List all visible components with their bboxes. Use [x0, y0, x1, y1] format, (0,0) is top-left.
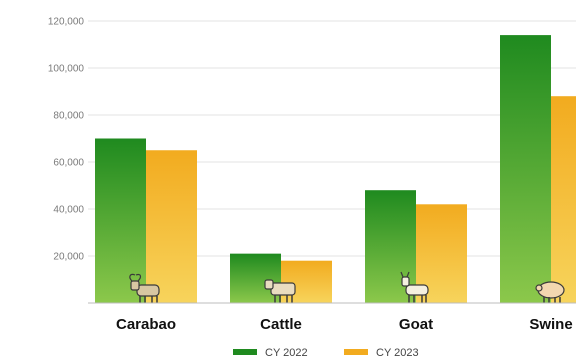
cattle-icon: [264, 279, 296, 303]
legend-item-series-1: CY 2022: [233, 347, 308, 359]
y-tick-label: 60,000: [53, 158, 84, 169]
bar-cattle-series-2: [281, 260, 332, 303]
y-tick-label: 100,000: [48, 64, 85, 75]
bar-swine-series-2: [551, 96, 576, 303]
bar-carabao-series-1: [95, 138, 146, 303]
y-tick-label: 120,000: [48, 17, 85, 28]
legend-item-series-2: CY 2023: [344, 347, 419, 359]
legend-swatch: [233, 349, 257, 355]
x-tick-label: Cattle: [260, 316, 302, 333]
x-tick-label: Swine: [529, 316, 572, 333]
bars: [95, 35, 576, 303]
y-tick-label: 40,000: [53, 205, 84, 216]
carabao-icon: [129, 273, 160, 303]
bar-carabao-series-2: [146, 150, 197, 303]
x-axis: Carabao Cattle Goat Swine: [88, 302, 576, 333]
x-tick-label: Carabao: [116, 316, 176, 333]
bar-cattle-series-1: [230, 253, 281, 303]
legend-label: CY 2022: [265, 347, 308, 359]
legend: CY 2022 CY 2023: [233, 347, 419, 359]
grid-lines: 20,000 40,000 60,000 80,000 100,000 120,000: [48, 17, 576, 263]
y-tick-label: 80,000: [53, 111, 84, 122]
animal-icons: [129, 271, 565, 303]
x-tick-label: Goat: [399, 316, 433, 333]
swine-icon: [535, 281, 565, 303]
legend-label: CY 2023: [376, 347, 419, 359]
bar-swine-series-1: [500, 35, 551, 303]
y-tick-label: 20,000: [53, 252, 84, 263]
goat-icon: [400, 271, 429, 303]
legend-swatch: [344, 349, 368, 355]
